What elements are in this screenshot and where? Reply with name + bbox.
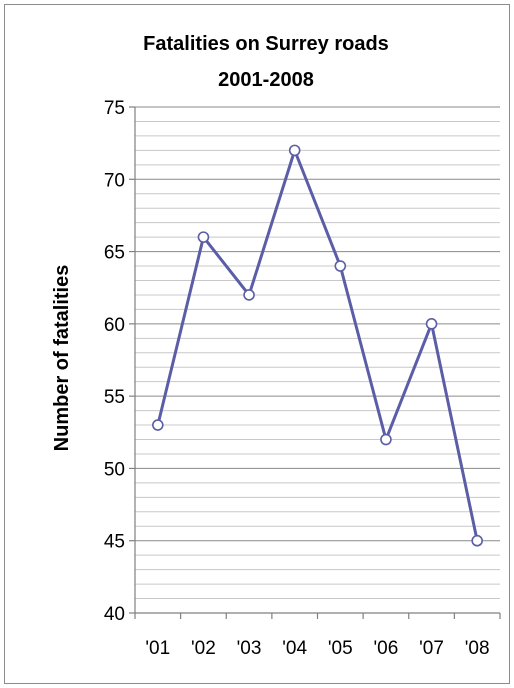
y-tick-label: 45 [104, 532, 125, 553]
x-tick-label: '01 [145, 638, 170, 659]
data-point [380, 433, 392, 446]
x-tick-label: '03 [237, 638, 262, 659]
y-tick-label: 55 [104, 387, 125, 408]
x-tick-label: '07 [419, 638, 444, 659]
data-point [152, 419, 164, 431]
y-tick-label: 65 [104, 243, 125, 264]
axes [129, 106, 501, 619]
data-point [425, 318, 438, 330]
x-tick-labels: '01 '02 '03 '04 '05 '06 '07 '08 [145, 638, 489, 659]
series-layer [152, 144, 483, 547]
x-tick-label: '06 [374, 638, 399, 659]
data-point [471, 534, 483, 547]
data-point [243, 289, 255, 301]
y-tick-label: 50 [104, 459, 125, 480]
x-tick-label: '05 [328, 638, 353, 659]
y-tick-label: 75 [104, 98, 125, 119]
gridlines [135, 106, 500, 600]
data-point [197, 231, 210, 243]
x-tick-label: '02 [191, 638, 216, 659]
y-tick-label: 70 [104, 170, 125, 191]
y-tick-label: 40 [104, 604, 125, 625]
chart-title-line-2: 2001-2008 [218, 69, 314, 91]
data-point [288, 144, 301, 157]
chart-title-line-1: Fatalities on Surrey roads [143, 33, 389, 55]
x-tick-label: '08 [465, 638, 490, 659]
x-tick-label: '04 [282, 638, 307, 659]
chart-frame [4, 4, 510, 684]
y-axis-label: Number of fatalities [51, 265, 73, 452]
y-tick-labels: 40 45 50 55 60 65 70 75 [104, 98, 125, 625]
y-tick-label: 60 [104, 315, 125, 336]
data-point [334, 260, 347, 272]
series-line [156, 148, 479, 542]
